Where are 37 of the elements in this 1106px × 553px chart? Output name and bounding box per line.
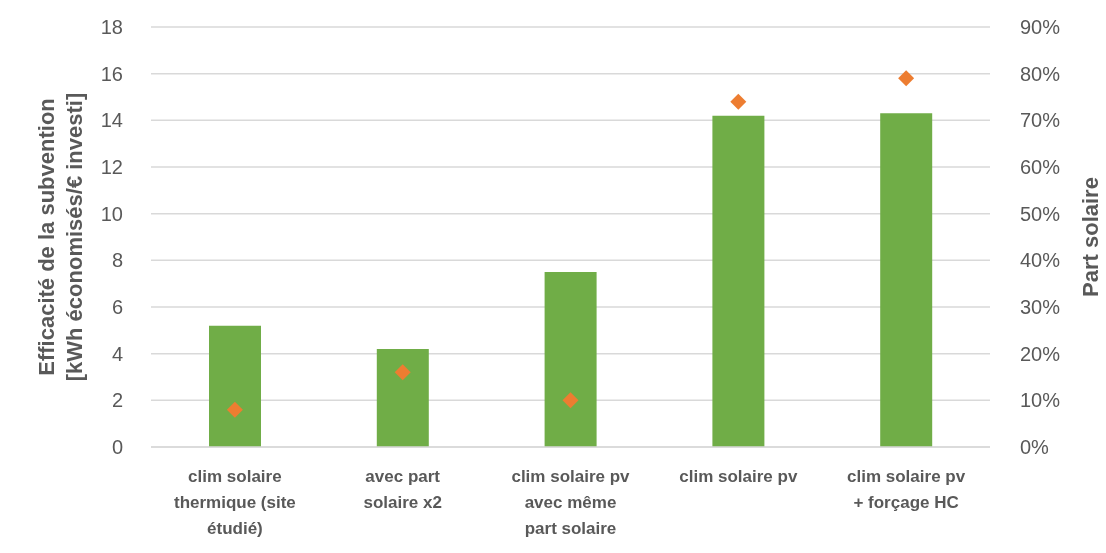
x-tick-label: clim solaire pv avec même part solaire — [511, 467, 631, 539]
y2-tick-label: 90% — [1020, 16, 1061, 39]
y2-tick-label: 40% — [1020, 249, 1061, 272]
y2-tick-label: 20% — [1020, 342, 1061, 365]
y-tick-label: 16 — [100, 62, 123, 85]
bar — [712, 115, 765, 447]
bar — [880, 113, 933, 447]
x-tick-label: clim solaire pv + forçage HC — [847, 467, 966, 513]
bar — [376, 349, 429, 447]
y-tick-label: 4 — [111, 342, 123, 365]
y-tick-label: 18 — [100, 16, 123, 39]
y2-tick-label: 0% — [1020, 436, 1050, 459]
point — [394, 364, 411, 381]
bar — [209, 325, 261, 447]
y-tick-label: 12 — [100, 156, 123, 179]
y2-tick-label: 10% — [1020, 389, 1061, 412]
y-tick-label: 10 — [100, 202, 123, 225]
y2-tick-label: 60% — [1020, 156, 1061, 179]
y-tick-label: 0 — [111, 436, 123, 459]
point — [562, 392, 579, 409]
point — [730, 93, 747, 110]
y-tick-label: 14 — [100, 109, 123, 132]
bar — [544, 272, 597, 447]
y-axis-title: Efficacité de la subvention [kWh économisés/€ investi] — [34, 92, 87, 382]
y2-tick-label: 50% — [1020, 202, 1061, 225]
y2-tick-label: 30% — [1020, 296, 1061, 319]
y2-tick-label: 80% — [1020, 62, 1061, 85]
point — [898, 70, 915, 87]
x-tick-label: avec part solaire x2 — [363, 467, 442, 513]
point — [226, 401, 243, 418]
y-tick-label: 2 — [111, 389, 123, 412]
x-tick-label: clim solaire pv — [679, 467, 798, 487]
y2-tick-label: 70% — [1020, 109, 1061, 132]
y-tick-label: 6 — [111, 296, 123, 319]
y-tick-label: 8 — [111, 249, 123, 272]
y2-axis-title: Part solaire — [1078, 177, 1103, 297]
x-tick-label: clim solaire thermique (site étudié) — [173, 467, 296, 539]
